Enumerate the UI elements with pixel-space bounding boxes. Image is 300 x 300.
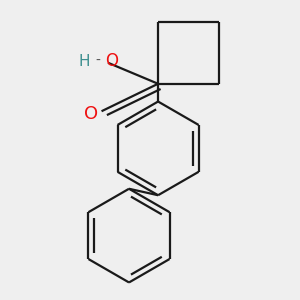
Text: -: - — [95, 54, 100, 68]
Text: O: O — [84, 106, 98, 124]
Text: O: O — [105, 52, 119, 70]
Text: H: H — [79, 54, 90, 69]
